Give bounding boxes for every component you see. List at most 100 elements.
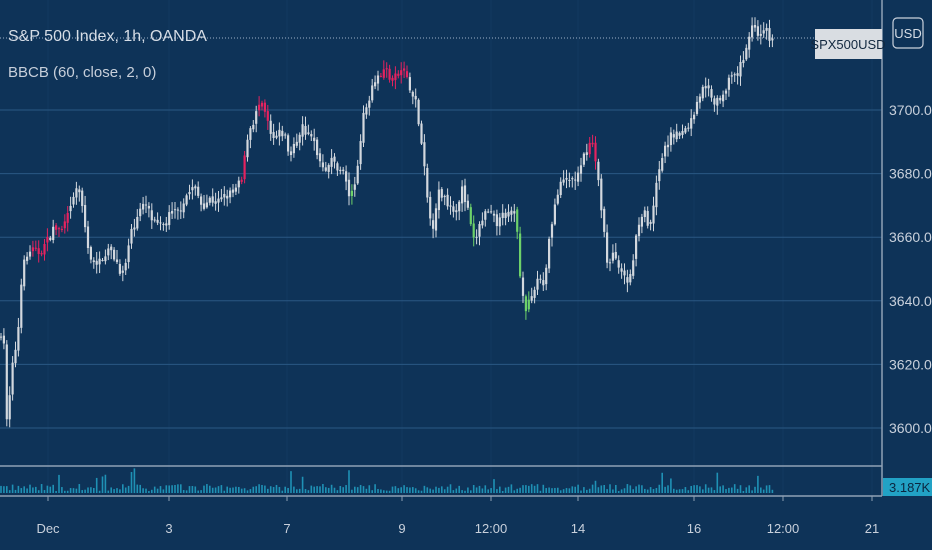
candle-body [11,362,14,395]
candle-body [284,134,287,136]
volume-bar [385,490,388,493]
candle-body [762,30,765,34]
candle-body [771,38,774,41]
candle-body [588,142,591,155]
candle-body [391,77,394,81]
candle-body [510,210,513,215]
volume-bar [377,489,379,493]
candle-body [220,197,223,200]
candle-body [43,244,46,255]
volume-bar [246,490,249,493]
volume-bar [603,484,605,493]
volume-bar [525,485,527,493]
volume-bar [690,485,692,493]
currency-button[interactable]: USD [892,17,924,49]
currency-button-frame[interactable] [892,17,924,49]
volume-bar [98,490,101,493]
candle-layer [0,17,774,428]
candle-body [269,120,272,134]
volume-bar [191,486,194,493]
candle-body [524,296,527,312]
volume-bar [754,486,756,493]
candle-body [536,278,539,290]
candle-body [730,75,733,77]
candle-body [365,107,368,115]
volume-bar [742,490,745,493]
volume-bar [554,487,556,493]
time-axis[interactable]: Dec 3 7 9 12:00 14 16 12:00 21 [36,496,879,536]
volume-bar [478,485,481,493]
candle-body [234,187,237,192]
price-tick-label: 3620.0 [889,356,932,372]
candle-body [208,197,211,203]
volume-bar [194,486,197,493]
volume-bar [371,490,373,493]
volume-bar [632,489,634,493]
volume-bar [174,484,176,493]
candle-body [695,101,699,114]
volume-bar [348,470,350,493]
volume-bar [626,484,629,493]
candle-body [606,232,609,263]
candle-body [118,263,121,274]
candle-body [69,205,72,212]
volume-bar [333,487,336,493]
candle-body [539,278,542,280]
volume-bar [771,489,774,493]
volume-bar [168,485,170,493]
volume-bar [481,488,484,493]
candle-body [678,132,681,136]
volume-bar [180,484,182,493]
candle-body [623,270,626,276]
candle-body [301,124,304,137]
candle-body [243,155,246,180]
volume-bar [90,487,92,493]
volume-bar [545,488,547,493]
volume-bar [455,488,458,493]
currency-label[interactable]: USD [894,26,921,41]
volume-bar [133,468,136,493]
volume-bar [739,485,742,493]
volume-bar [394,486,397,493]
volume-bar [588,488,591,493]
volume-bar [20,488,23,493]
candle-body [713,98,716,105]
candle-body [556,194,559,204]
candle-body [617,260,620,268]
volume-bar [52,484,54,493]
volume-bar [287,487,289,493]
volume-bar [507,486,510,493]
candle-body [759,33,762,36]
candle-body [214,201,217,204]
candle-body [495,214,498,227]
volume-bar [470,490,472,493]
candle-body [136,216,139,229]
volume-bar [571,486,574,493]
indicator-label[interactable]: BBCB (60, close, 2, 0) [8,64,156,81]
volume-bar [673,488,675,493]
candle-body [722,94,725,102]
chart-title: S&P 500 Index, 1h, OANDA [8,28,207,45]
candle-body [223,193,226,198]
volume-bar [159,486,162,493]
candle-body [533,289,536,298]
volume-bar [516,488,518,493]
candle-body [571,178,574,180]
candle-body [17,326,20,351]
candle-body [162,223,165,225]
grid-layer [0,0,882,496]
candle-body [130,228,133,244]
volume-bar [704,484,707,493]
volume-bar [751,490,753,493]
symbol-label: SPX500USD [810,37,885,52]
price-axis[interactable]: 3600.0 3620.0 3640.0 3660.0 3680.0 3700.0 [889,102,932,436]
candle-body [658,169,661,182]
candle-body [736,73,739,76]
candle-body [484,211,487,220]
volume-bar [6,486,8,493]
volume-bar [513,490,516,493]
volume-bar [667,485,669,493]
candle-body [63,221,66,229]
volume-bar [14,489,17,493]
